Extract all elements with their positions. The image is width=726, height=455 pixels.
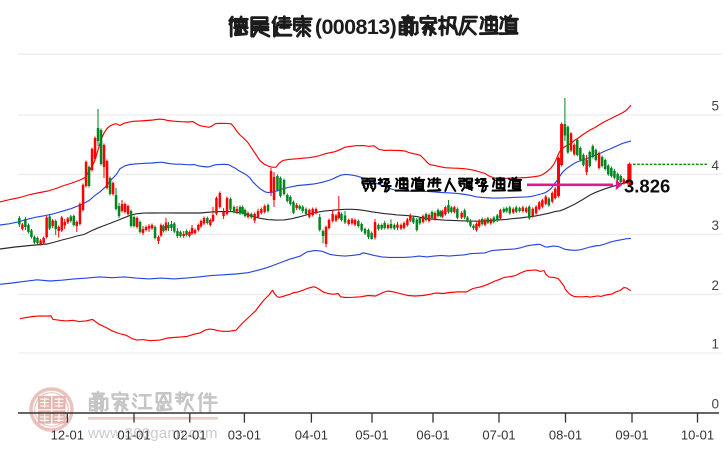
svg-text:(000813): (000813) bbox=[315, 15, 397, 39]
svg-text:06-01: 06-01 bbox=[416, 428, 449, 443]
svg-text:01-01: 01-01 bbox=[117, 428, 150, 443]
svg-text:3: 3 bbox=[711, 218, 719, 233]
svg-text:07-01: 07-01 bbox=[482, 428, 515, 443]
svg-text:5: 5 bbox=[711, 99, 719, 114]
svg-text:09-01: 09-01 bbox=[615, 428, 648, 443]
svg-text:02-01: 02-01 bbox=[173, 428, 206, 443]
svg-text:08-01: 08-01 bbox=[549, 428, 582, 443]
svg-text:05-01: 05-01 bbox=[355, 428, 388, 443]
svg-text:03-01: 03-01 bbox=[228, 428, 261, 443]
svg-text:www.360gann.com: www.360gann.com bbox=[87, 425, 218, 442]
svg-text:2: 2 bbox=[711, 278, 719, 293]
svg-text:12-01: 12-01 bbox=[51, 428, 84, 443]
svg-text:04-01: 04-01 bbox=[295, 428, 328, 443]
svg-text:0: 0 bbox=[711, 397, 719, 412]
svg-text:3.826: 3.826 bbox=[624, 175, 670, 196]
svg-text:4: 4 bbox=[711, 158, 719, 173]
svg-text:10-01: 10-01 bbox=[681, 428, 714, 443]
svg-text:1: 1 bbox=[711, 337, 719, 352]
